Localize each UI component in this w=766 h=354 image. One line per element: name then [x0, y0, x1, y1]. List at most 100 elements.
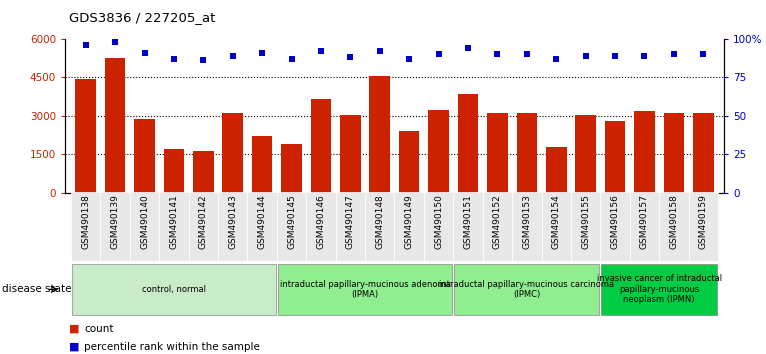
Text: GSM490141: GSM490141 [169, 194, 178, 249]
Text: GSM490144: GSM490144 [257, 194, 267, 249]
Bar [193, 150, 214, 193]
Bar [663, 113, 684, 193]
Text: GSM490143: GSM490143 [228, 194, 237, 249]
Bar [424, 192, 453, 261]
Text: GSM490149: GSM490149 [404, 194, 414, 249]
Text: GSM490159: GSM490159 [699, 194, 708, 249]
Bar [458, 94, 478, 193]
Bar [281, 144, 302, 193]
Text: control, normal: control, normal [142, 285, 206, 294]
Bar [516, 113, 537, 193]
Bar [630, 192, 660, 261]
Bar [660, 192, 689, 261]
Bar [71, 192, 100, 261]
Bar [428, 109, 449, 193]
Bar [306, 192, 336, 261]
Bar [311, 99, 331, 193]
Bar [336, 192, 365, 261]
Point [80, 42, 92, 48]
Point [344, 55, 356, 60]
Bar [575, 115, 596, 193]
Point [374, 48, 386, 54]
Bar [164, 149, 184, 193]
Bar [222, 113, 243, 193]
Bar [365, 192, 394, 261]
Point [197, 58, 209, 63]
Bar [546, 147, 567, 193]
Bar [399, 131, 420, 193]
Text: intraductal papillary-mucinous adenoma
(IPMA): intraductal papillary-mucinous adenoma (… [280, 280, 450, 299]
Bar [605, 121, 625, 193]
Bar [159, 192, 188, 261]
Bar [394, 192, 424, 261]
Text: ■: ■ [69, 342, 80, 352]
Point [580, 53, 592, 59]
Text: GSM490142: GSM490142 [199, 194, 208, 249]
Text: GSM490150: GSM490150 [434, 194, 443, 249]
Bar [277, 192, 306, 261]
Bar [487, 113, 508, 193]
Bar [542, 192, 571, 261]
Bar [105, 58, 126, 193]
Text: disease state: disease state [2, 284, 71, 295]
Bar [129, 192, 159, 261]
Text: GSM490148: GSM490148 [375, 194, 385, 249]
Text: GSM490146: GSM490146 [316, 194, 326, 249]
Bar [75, 79, 96, 193]
Point [139, 50, 151, 56]
Point [315, 48, 327, 54]
Point [227, 53, 239, 59]
Bar [512, 192, 542, 261]
Bar [218, 192, 247, 261]
Text: GSM490154: GSM490154 [552, 194, 561, 249]
Text: percentile rank within the sample: percentile rank within the sample [84, 342, 260, 352]
Text: invasive cancer of intraductal
papillary-mucinous
neoplasm (IPMN): invasive cancer of intraductal papillary… [597, 274, 722, 304]
Point [550, 56, 562, 62]
Bar [453, 192, 483, 261]
Text: GSM490156: GSM490156 [611, 194, 620, 249]
Bar [454, 264, 600, 315]
Bar [601, 192, 630, 261]
Point [403, 56, 415, 62]
Bar [571, 192, 601, 261]
Text: GSM490151: GSM490151 [463, 194, 473, 249]
Text: GSM490157: GSM490157 [640, 194, 649, 249]
Point [609, 53, 621, 59]
Text: intraductal papillary-mucinous carcinoma
(IPMC): intraductal papillary-mucinous carcinoma… [439, 280, 614, 299]
Bar [369, 76, 390, 193]
Point [462, 45, 474, 51]
Bar [693, 113, 714, 193]
Bar [278, 264, 453, 315]
Point [168, 56, 180, 62]
Text: GSM490139: GSM490139 [110, 194, 119, 249]
Bar [601, 264, 717, 315]
Point [491, 52, 503, 57]
Text: count: count [84, 324, 114, 333]
Bar [689, 192, 718, 261]
Text: GSM490153: GSM490153 [522, 194, 532, 249]
Point [668, 52, 680, 57]
Bar [100, 192, 129, 261]
Text: GDS3836 / 227205_at: GDS3836 / 227205_at [69, 11, 215, 24]
Bar [252, 137, 273, 193]
Bar [247, 192, 277, 261]
Point [286, 56, 298, 62]
Bar [188, 192, 218, 261]
Bar [340, 115, 361, 193]
Point [109, 39, 121, 45]
Text: GSM490138: GSM490138 [81, 194, 90, 249]
Text: GSM490140: GSM490140 [140, 194, 149, 249]
Bar [72, 264, 276, 315]
Text: GSM490155: GSM490155 [581, 194, 590, 249]
Bar [634, 111, 655, 193]
Point [256, 50, 268, 56]
Bar [483, 192, 512, 261]
Bar [134, 119, 155, 193]
Point [638, 53, 650, 59]
Text: GSM490145: GSM490145 [287, 194, 296, 249]
Point [433, 52, 445, 57]
Point [521, 52, 533, 57]
Text: GSM490147: GSM490147 [346, 194, 355, 249]
Text: GSM490152: GSM490152 [493, 194, 502, 249]
Point [697, 52, 709, 57]
